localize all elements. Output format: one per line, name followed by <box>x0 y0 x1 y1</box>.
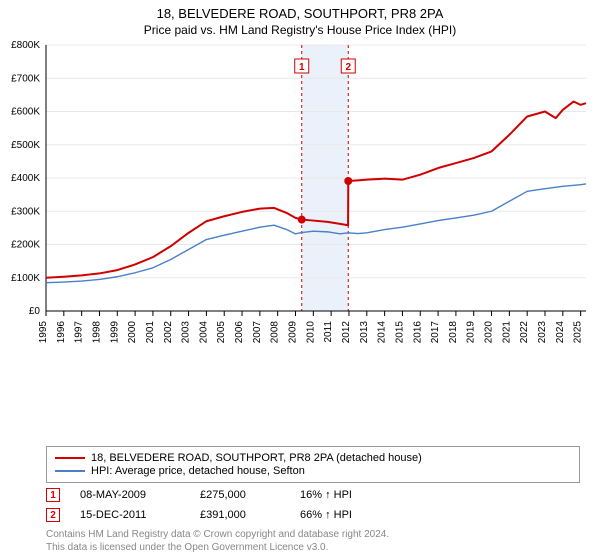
legend-swatch-1 <box>55 457 85 459</box>
svg-text:1997: 1997 <box>74 321 85 344</box>
svg-text:2001: 2001 <box>145 321 156 344</box>
svg-text:2005: 2005 <box>216 321 227 344</box>
svg-text:2019: 2019 <box>466 321 477 344</box>
legend-label-2: HPI: Average price, detached house, Seft… <box>91 465 305 477</box>
svg-text:2024: 2024 <box>555 321 566 344</box>
sale-marker-2: 2 <box>46 508 60 522</box>
line-chart: £0 £100K £200K £300K £400K £500K £600K £700K £80… <box>0 39 600 369</box>
svg-text:2010: 2010 <box>305 321 316 344</box>
title-block: 18, BELVEDERE ROAD, SOUTHPORT, PR8 2PA P… <box>0 0 600 39</box>
svg-text:2025: 2025 <box>573 321 584 344</box>
sale-price-2: £391,000 <box>200 509 280 521</box>
svg-text:2006: 2006 <box>234 321 245 344</box>
legend: 18, BELVEDERE ROAD, SOUTHPORT, PR8 2PA (… <box>46 446 580 483</box>
svg-text:£600K: £600K <box>11 107 40 118</box>
svg-text:£400K: £400K <box>11 173 40 184</box>
svg-text:2011: 2011 <box>323 321 334 343</box>
svg-text:1: 1 <box>299 62 305 73</box>
sale-row-2: 2 15-DEC-2011 £391,000 66% ↑ HPI <box>46 508 600 522</box>
svg-text:2023: 2023 <box>537 321 548 344</box>
legend-row-2: HPI: Average price, detached house, Seft… <box>55 465 571 477</box>
svg-text:1995: 1995 <box>38 321 49 344</box>
svg-text:1999: 1999 <box>109 321 120 344</box>
sale-price-1: £275,000 <box>200 489 280 501</box>
svg-text:2014: 2014 <box>377 321 388 344</box>
footer-line-2: This data is licensed under the Open Gov… <box>46 542 580 555</box>
sale-row-1: 1 08-MAY-2009 £275,000 16% ↑ HPI <box>46 488 600 502</box>
svg-text:2015: 2015 <box>394 321 405 344</box>
svg-text:£200K: £200K <box>11 240 40 251</box>
svg-text:£100K: £100K <box>11 273 40 284</box>
svg-text:2021: 2021 <box>501 321 512 344</box>
sale-date-2: 15-DEC-2011 <box>80 509 180 521</box>
svg-text:2020: 2020 <box>484 321 495 344</box>
sale-hpi-1: 16% ↑ HPI <box>300 489 380 501</box>
svg-text:1998: 1998 <box>91 321 102 344</box>
svg-text:£0: £0 <box>29 306 41 317</box>
title-address: 18, BELVEDERE ROAD, SOUTHPORT, PR8 2PA <box>0 6 600 21</box>
svg-text:2008: 2008 <box>270 321 281 344</box>
svg-text:2009: 2009 <box>288 321 299 344</box>
chart-area: £0 £100K £200K £300K £400K £500K £600K £700K £80… <box>0 39 600 442</box>
svg-text:2012: 2012 <box>341 321 352 344</box>
svg-text:2002: 2002 <box>163 321 174 344</box>
legend-swatch-2 <box>55 470 85 472</box>
svg-text:1996: 1996 <box>56 321 67 344</box>
legend-row-1: 18, BELVEDERE ROAD, SOUTHPORT, PR8 2PA (… <box>55 452 571 464</box>
svg-text:2007: 2007 <box>252 321 263 344</box>
svg-text:2: 2 <box>345 62 351 73</box>
svg-text:2004: 2004 <box>198 321 209 344</box>
legend-label-1: 18, BELVEDERE ROAD, SOUTHPORT, PR8 2PA (… <box>91 452 422 464</box>
svg-text:2000: 2000 <box>127 321 138 344</box>
svg-text:2022: 2022 <box>519 321 530 344</box>
footer-line-1: Contains HM Land Registry data © Crown c… <box>46 529 580 542</box>
sale-date-1: 08-MAY-2009 <box>80 489 180 501</box>
svg-text:£500K: £500K <box>11 140 40 151</box>
sale-marker-1: 1 <box>46 488 60 502</box>
svg-text:2017: 2017 <box>430 321 441 344</box>
title-subtitle: Price paid vs. HM Land Registry's House … <box>0 23 600 37</box>
svg-text:£800K: £800K <box>11 40 40 51</box>
svg-text:2013: 2013 <box>359 321 370 344</box>
footer-attribution: Contains HM Land Registry data © Crown c… <box>46 529 580 554</box>
svg-text:£700K: £700K <box>11 73 40 84</box>
svg-text:2016: 2016 <box>412 321 423 344</box>
svg-text:2018: 2018 <box>448 321 459 344</box>
chart-container: 18, BELVEDERE ROAD, SOUTHPORT, PR8 2PA P… <box>0 0 600 560</box>
svg-text:2003: 2003 <box>181 321 192 344</box>
svg-text:£300K: £300K <box>11 206 40 217</box>
sale-hpi-2: 66% ↑ HPI <box>300 509 380 521</box>
